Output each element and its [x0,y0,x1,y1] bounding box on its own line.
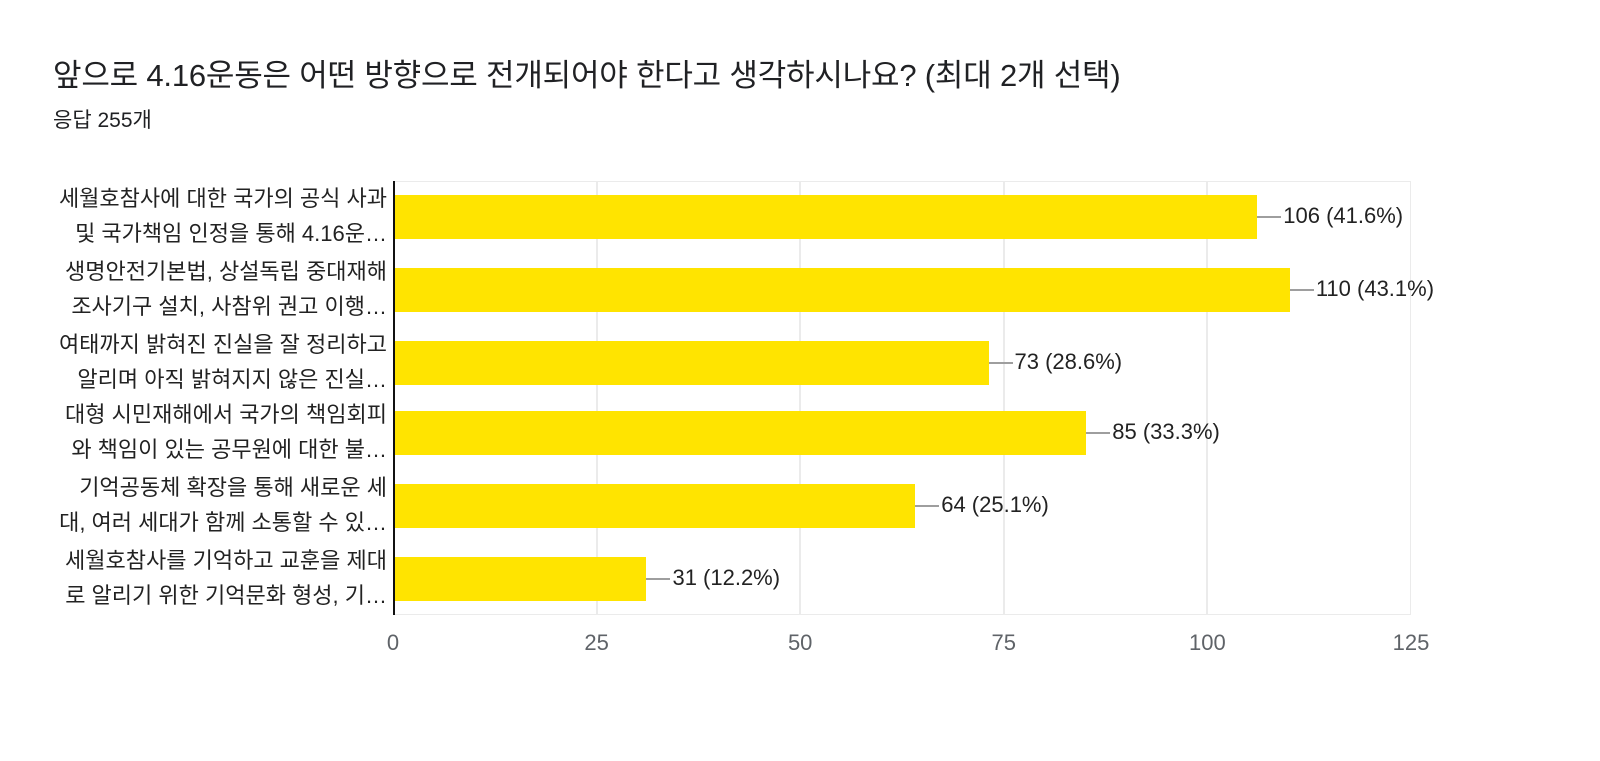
label-leader-line [988,362,1013,364]
plot-frame [393,181,1411,615]
label-leader-line [1289,289,1314,291]
bar[interactable] [394,195,1258,239]
label-leader-line [1086,432,1111,434]
response-count: 응답 255개 [53,109,152,132]
category-label: 기억공동체 확장을 통해 새로운 세 대, 여러 세대가 함께 소통할 수 있… [59,475,387,535]
label-leader-line [1257,216,1282,218]
data-label: 106 (41.6%) [1283,203,1404,228]
gridline [1206,181,1209,615]
data-label: 73 (28.6%) [1014,349,1123,374]
gridline [799,181,802,615]
category-label: 여태까지 밝혀진 진실을 잘 정리하고 알리며 아직 밝혀지지 않은 진실… [58,332,387,392]
label-leader-line [646,578,671,580]
bar[interactable] [394,484,916,528]
x-tick-label: 50 [787,630,813,655]
data-label: 85 (33.3%) [1112,419,1220,444]
data-label: 31 (12.2%) [672,565,781,590]
x-tick-label: 125 [1392,630,1430,655]
category-label: 대형 시민재해에서 국가의 책임회피 와 책임이 있는 공무원에 대한 불… [65,402,387,462]
chart-title: 앞으로 4.16운동은 어떤 방향으로 전개되어야 한다고 생각하시나요? (최… [53,58,1121,93]
bar[interactable] [394,411,1087,455]
category-label: 세월호참사에 대한 국가의 공식 사과 및 국가책임 인정을 통해 4.16운… [58,186,387,246]
gridline [1002,181,1005,615]
bar[interactable] [394,557,647,601]
x-tick-label: 0 [386,630,400,655]
plot-area: 106 (41.6%) 110 (43.1%) 73 (28.6%) 85 (33.3… [393,181,1434,615]
x-tick-label: 25 [584,630,609,655]
y-axis-line [393,181,395,615]
category-label: 세월호참사를 기억하고 교훈을 제대 로 알리기 위한 기억문화 형성, 기… [65,548,387,608]
category-label: 생명안전기본법, 상설독립 중대재해 조사기구 설치, 사참위 권고 이행… [65,259,387,319]
bar[interactable] [394,341,989,385]
x-tick-label: 75 [991,630,1017,655]
x-tick-label: 100 [1189,630,1226,655]
data-label: 110 (43.1%) [1315,276,1435,301]
gridline [595,181,598,615]
label-leader-line [915,505,940,507]
data-label: 64 (25.1%) [941,492,1049,517]
bar[interactable] [394,268,1290,312]
